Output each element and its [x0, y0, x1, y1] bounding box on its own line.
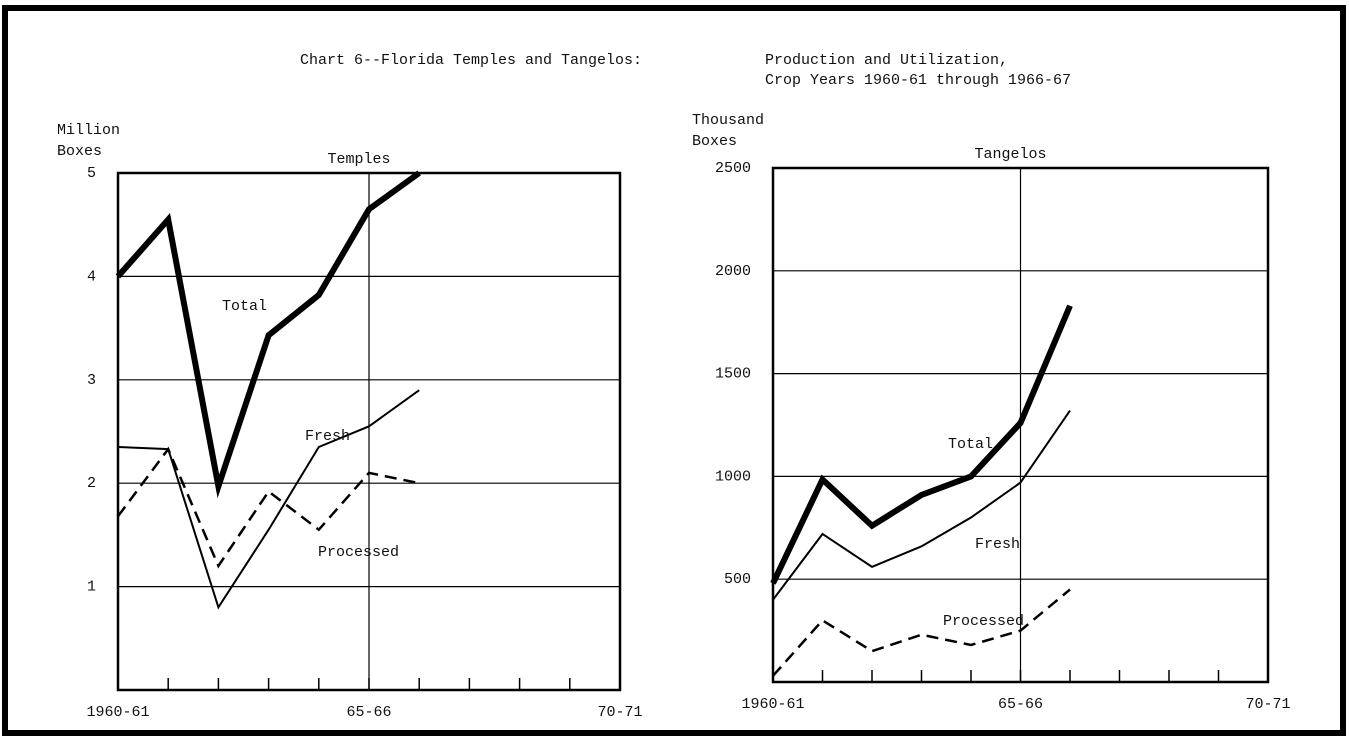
series-line — [115, 170, 421, 499]
title-line: Chart 6--Florida Temples and Tangelos: — [300, 52, 642, 69]
y-tick-label: 1500 — [715, 366, 751, 383]
series-label: Total — [948, 436, 993, 453]
y-axis-label: Boxes — [57, 143, 102, 160]
y-tick-label: 2 — [87, 475, 96, 492]
plot-frame — [116, 171, 622, 692]
y-axis-label: Thousand — [692, 112, 764, 129]
series-label: Fresh — [305, 428, 350, 445]
y-tick-label: 1 — [87, 579, 96, 596]
y-tick-label: 3 — [87, 372, 96, 389]
chart-title: Temples — [327, 151, 390, 168]
title-line: Production and Utilization, — [765, 52, 1008, 69]
series-line — [117, 389, 420, 610]
series-label: Fresh — [975, 536, 1020, 553]
x-tick-label: 65-66 — [998, 696, 1043, 713]
series-line — [770, 304, 1073, 585]
y-tick-label: 4 — [87, 268, 96, 285]
series-line — [772, 410, 1071, 601]
series-line — [772, 588, 1071, 677]
x-tick-label: 70-71 — [1245, 696, 1290, 713]
x-tick-label: 1960-61 — [741, 696, 804, 713]
plot-frame — [771, 166, 1270, 684]
x-tick-label: 1960-61 — [86, 704, 149, 721]
y-tick-label: 500 — [724, 571, 751, 588]
outer-border — [2, 5, 1346, 736]
y-tick-label: 1000 — [715, 468, 751, 485]
y-tick-label: 2500 — [715, 160, 751, 177]
chart-title: Tangelos — [974, 146, 1046, 163]
x-tick-label: 70-71 — [597, 704, 642, 721]
title-line: Crop Years 1960-61 through 1966-67 — [765, 72, 1071, 89]
series-label: Processed — [943, 613, 1024, 630]
series-label: Total — [222, 298, 267, 315]
y-tick-label: 2000 — [715, 263, 751, 280]
x-tick-label: 65-66 — [346, 704, 391, 721]
y-axis-label: Boxes — [692, 133, 737, 150]
series-label: Processed — [318, 544, 399, 561]
series-line — [116, 446, 420, 569]
y-axis-label: Million — [57, 122, 120, 139]
y-tick-label: 5 — [87, 165, 96, 182]
